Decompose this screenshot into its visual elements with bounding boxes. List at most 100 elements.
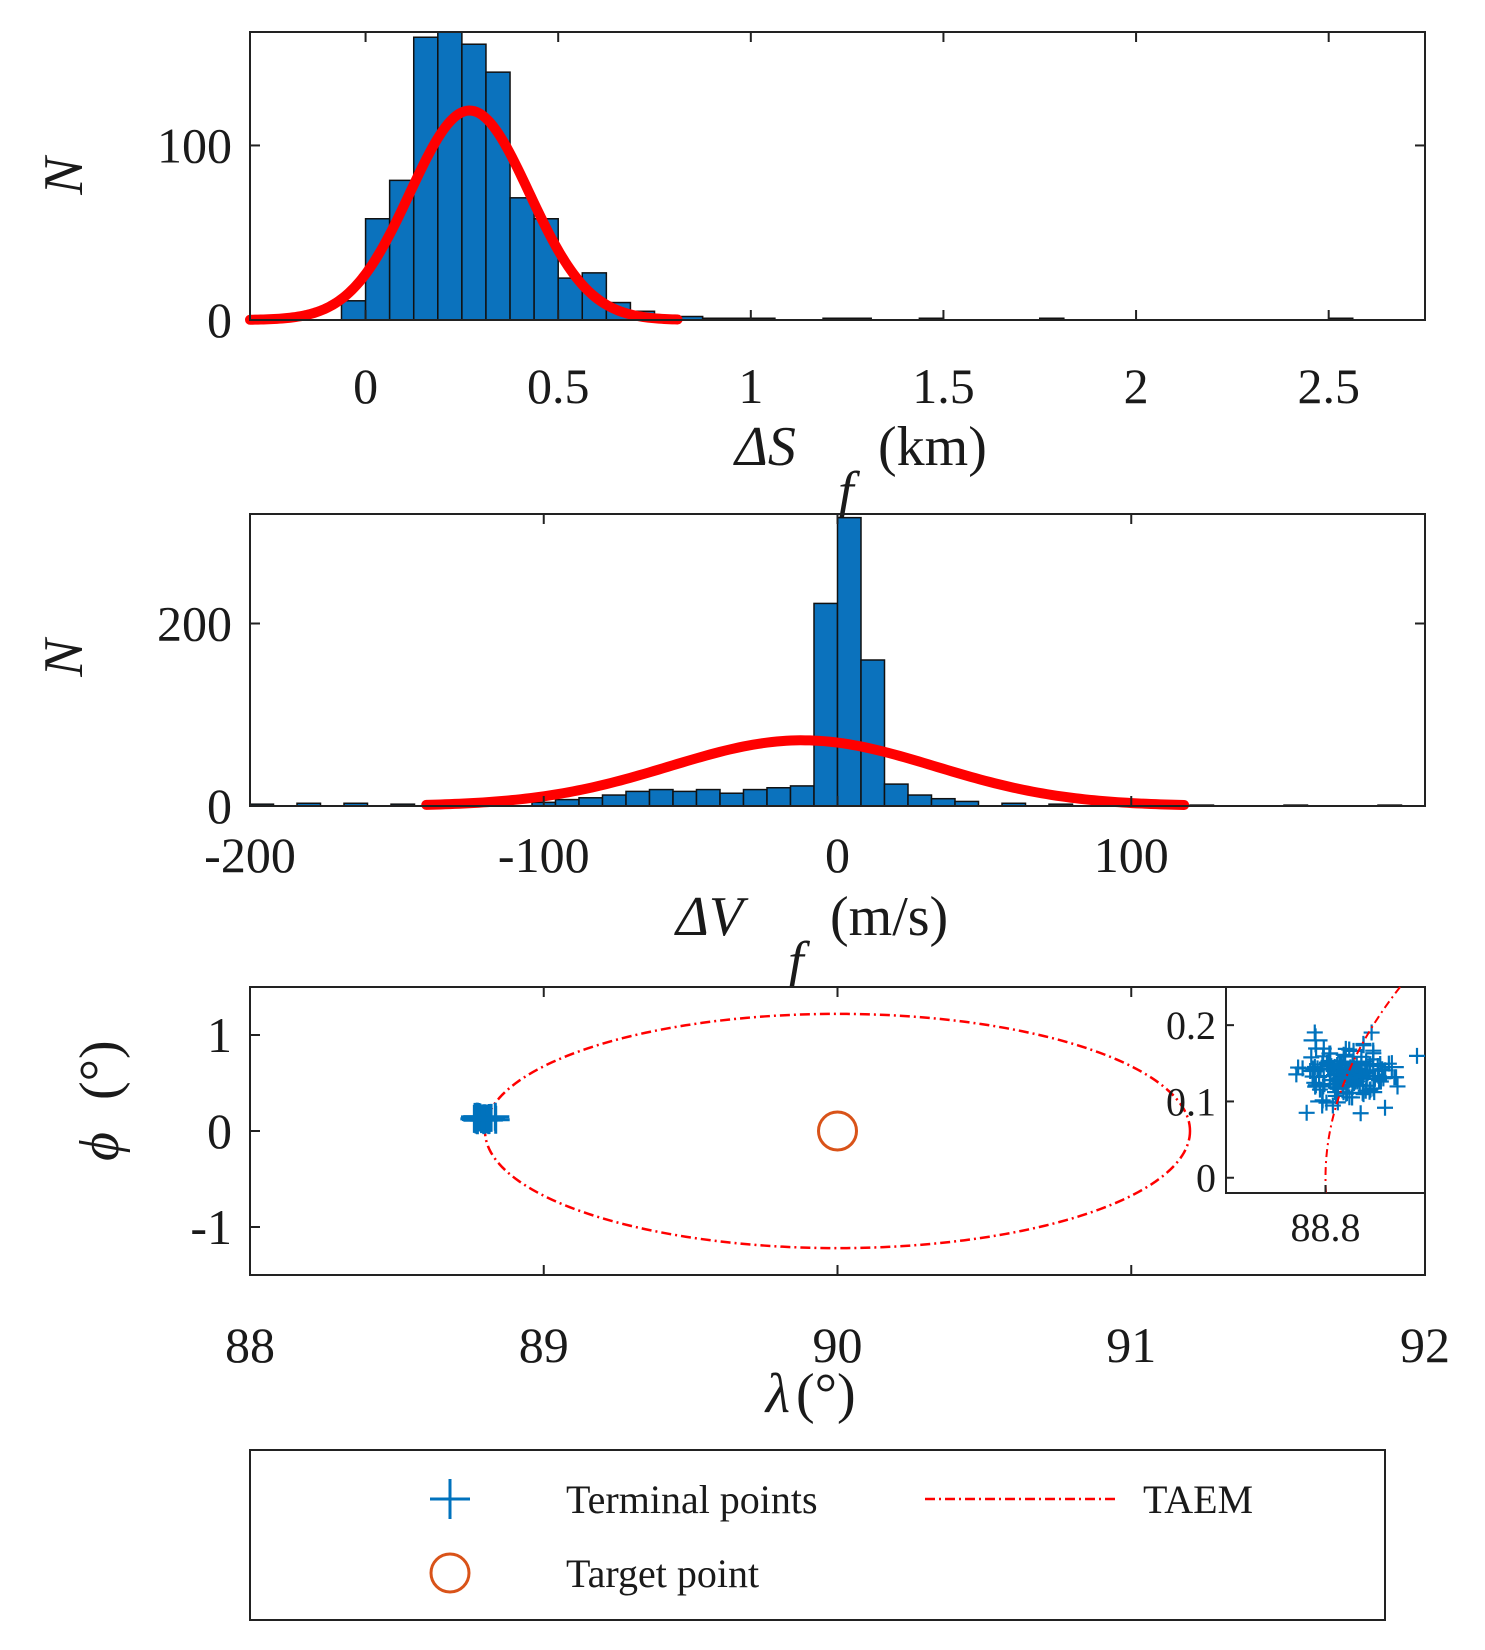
delta-v-xlabel-subscript: f [788,931,811,993]
histogram-bar [601,794,627,807]
histogram-bar [672,790,698,807]
delta-v-normal-fit-curve [421,735,1190,810]
histogram-bar [648,788,674,807]
delta-s-ylabel: N [33,155,95,196]
histogram-bar [789,785,815,807]
delta-v-y-ticks: 0 200 [157,596,1425,834]
inset-terminal-point [1335,1084,1352,1101]
x-tick-label: 0.5 [527,358,590,414]
footprint-inset: 0.2 0.1 0 88.8 [1166,986,1426,1250]
footprint-xlabel-unit: (°) [796,1363,856,1425]
inset-y-tick-label: 0 [1196,1156,1216,1201]
inset-terminal-point [1337,1040,1354,1057]
histogram-bar [509,197,535,321]
inset-terminal-point [1330,1063,1347,1080]
terminal-points [460,1102,510,1135]
inset-terminal-point [1302,1062,1319,1079]
histogram-bar [578,797,604,807]
x-tick-label: 1.5 [912,358,975,414]
y-tick-label: 100 [157,117,232,173]
histogram-bar [742,788,768,807]
y-tick-label: 1 [207,1007,232,1063]
legend-box [249,1449,1386,1621]
inset-terminal-point [1389,1078,1406,1095]
histogram-bar [930,797,956,807]
x-tick-label: 2.5 [1297,358,1360,414]
target-point-marker [817,1110,858,1152]
inset-terminal-point [1298,1104,1315,1121]
inset-terminal-point [1372,1073,1389,1090]
panel-delta-v: -200 -100 0 100 0 200 N ΔV f (m/s) [33,513,1426,993]
footprint-ylabel-unit: (°) [69,1040,131,1100]
inset-terminal-point [1365,1042,1382,1059]
inset-terminal-point [1409,1047,1425,1064]
inset-terminal-point [1321,1072,1338,1089]
histogram-bar [437,31,463,321]
legend-target-label: Target point [566,1551,759,1596]
legend-terminal-label: Terminal points [566,1477,818,1522]
footprint-y-ticks: -1 0 1 [190,1007,260,1255]
inset-terminal-point [1386,1069,1403,1086]
inset-terminal-point [1304,1060,1321,1077]
y-tick-label: 200 [157,596,232,652]
delta-v-x-ticks: -200 -100 0 100 [204,514,1169,883]
delta-v-ylabel: N [33,637,95,678]
terminal-point [475,1103,504,1132]
x-tick-label: 89 [519,1317,569,1373]
histogram-bar [485,71,511,321]
inset-terminal-cloud [1288,1024,1425,1122]
delta-v-bars [249,516,1403,807]
inset-terminal-point [1357,1082,1374,1099]
y-tick-label: 0 [207,292,232,348]
x-tick-label: 100 [1094,827,1169,883]
footprint-xlabel: λ [764,1363,790,1425]
histogram-bar [860,659,886,807]
histogram-bar [719,792,745,807]
inset-terminal-point [1332,1073,1349,1090]
delta-s-axes-box [249,31,1426,321]
inset-taem-curve [1324,986,1401,1194]
x-tick-label: 2 [1124,358,1149,414]
delta-s-xlabel-unit: (km) [878,416,987,478]
legend-circle-icon [429,1552,471,1594]
footprint-x-ticks: 88 89 90 91 92 [225,987,1450,1373]
inset-terminal-point [1315,1048,1332,1065]
histogram-bar [883,783,909,807]
delta-v-xlabel-unit: (m/s) [830,886,948,948]
histogram-bar [461,43,487,321]
legend-item-taem: TAEM [925,1477,1253,1522]
histogram-bar [695,788,721,807]
delta-s-xlabel: ΔS [733,416,796,478]
panel-footprint: 88 89 90 91 92 -1 0 1 ϕ (°) λ (°) 0.2 0.1 0 88.8 [69,986,1450,1425]
y-tick-label: 0 [207,1103,232,1159]
histogram-bar [907,794,933,807]
inset-terminal-point [1310,1089,1335,1114]
legend-item-target: Target point [429,1551,759,1596]
inset-y-tick-label: 0.1 [1166,1079,1216,1124]
delta-s-bars [340,31,1354,321]
footprint-ylabel: ϕ [69,1132,131,1161]
inset-x-ticks: 88.8 [1291,1185,1361,1250]
x-tick-label: 0 [353,358,378,414]
inset-terminal-point [1342,1069,1359,1086]
histogram-bar [340,300,367,321]
inset-terminal-point [1290,1059,1307,1076]
histogram-bar [625,790,651,807]
inset-terminal-point [1353,1048,1370,1065]
inset-terminal-point [1352,1105,1369,1122]
x-tick-label: 0 [825,827,850,883]
inset-terminal-point [1365,1062,1382,1079]
x-tick-label: 90 [813,1317,863,1373]
inset-x-tick-label: 88.8 [1291,1205,1361,1250]
inset-terminal-point [1374,1061,1391,1078]
histogram-bar [766,787,792,807]
legend-plus-icon [430,1479,470,1519]
legend-item-terminal: Terminal points [430,1477,818,1522]
legend: Terminal points TAEM Target point [249,1449,1386,1621]
inset-terminal-point [1379,1055,1404,1080]
inset-terminal-point [1355,1035,1372,1052]
inset-terminal-point [1377,1099,1394,1116]
inset-y-ticks: 0.2 0.1 0 [1166,1003,1234,1201]
